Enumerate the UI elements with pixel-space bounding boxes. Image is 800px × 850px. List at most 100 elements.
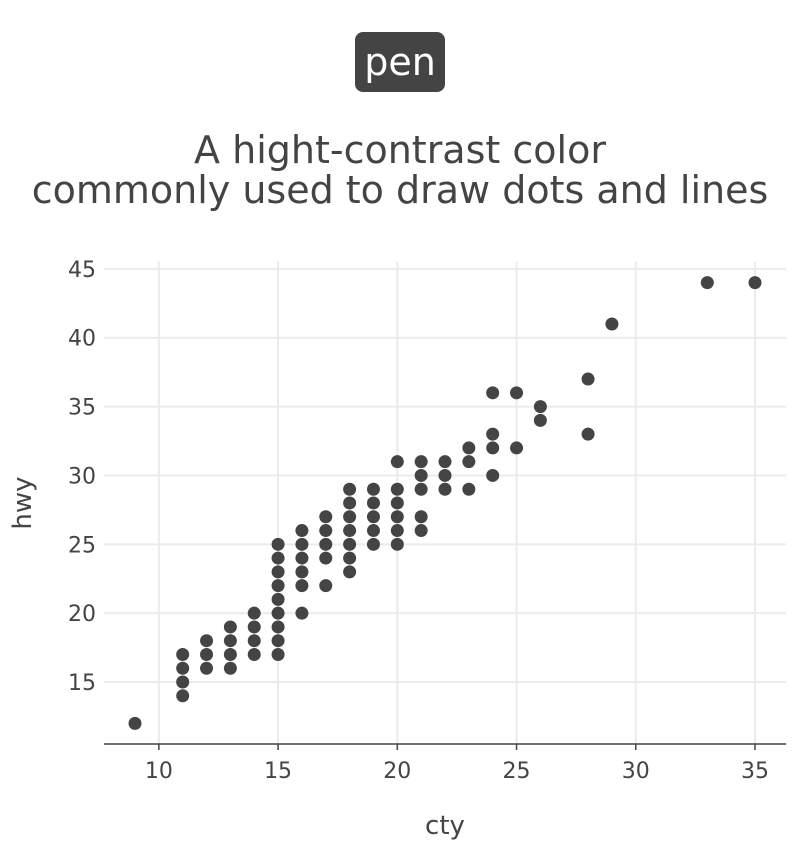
data-point xyxy=(343,537,357,551)
x-tick-label: 10 xyxy=(145,759,173,784)
data-point xyxy=(319,524,333,538)
data-point xyxy=(366,496,380,510)
data-point xyxy=(343,510,357,524)
data-point xyxy=(414,468,428,482)
data-point xyxy=(510,441,524,455)
data-point xyxy=(200,661,214,675)
theme-badge: pen xyxy=(355,32,445,92)
data-point xyxy=(319,510,333,524)
y-tick-label: 20 xyxy=(68,602,96,627)
data-point xyxy=(581,427,595,441)
data-point xyxy=(486,468,500,482)
data-point xyxy=(271,551,285,565)
data-point xyxy=(271,565,285,579)
data-point xyxy=(271,537,285,551)
data-point xyxy=(223,647,237,661)
data-point xyxy=(176,689,190,703)
data-point xyxy=(700,276,714,290)
data-point xyxy=(295,579,309,593)
data-point xyxy=(271,647,285,661)
data-point xyxy=(343,496,357,510)
data-point xyxy=(319,579,333,593)
data-point xyxy=(200,647,214,661)
data-point xyxy=(414,510,428,524)
data-point xyxy=(319,551,333,565)
data-point xyxy=(271,579,285,593)
x-tick-label: 35 xyxy=(741,759,769,784)
theme-badge-label: pen xyxy=(364,40,436,84)
data-point xyxy=(271,592,285,606)
x-tick-label: 25 xyxy=(503,759,531,784)
data-point xyxy=(414,482,428,496)
data-point xyxy=(533,400,547,414)
chart-title-line-1: A hight-contrast color xyxy=(194,128,606,172)
data-point xyxy=(223,634,237,648)
data-point xyxy=(128,716,142,730)
data-point xyxy=(295,524,309,538)
data-point xyxy=(295,537,309,551)
data-point xyxy=(462,441,476,455)
data-point xyxy=(390,537,404,551)
data-point xyxy=(343,565,357,579)
y-axis-label: hwy xyxy=(8,476,38,529)
data-point xyxy=(271,620,285,634)
data-point xyxy=(486,386,500,400)
data-point xyxy=(295,606,309,620)
data-point xyxy=(247,634,261,648)
data-point xyxy=(533,413,547,427)
data-point xyxy=(462,482,476,496)
data-point xyxy=(510,386,524,400)
x-tick-label: 30 xyxy=(622,759,650,784)
y-tick-label: 40 xyxy=(68,327,96,352)
data-point xyxy=(295,551,309,565)
x-tick-label: 15 xyxy=(264,759,292,784)
data-point xyxy=(486,427,500,441)
data-points xyxy=(128,276,762,730)
data-point xyxy=(390,524,404,538)
chart-title: A hight-contrast color commonly used to … xyxy=(0,130,800,210)
data-point xyxy=(390,482,404,496)
data-point xyxy=(343,524,357,538)
data-point xyxy=(176,647,190,661)
data-point xyxy=(271,606,285,620)
data-point xyxy=(295,565,309,579)
data-point xyxy=(390,510,404,524)
data-point xyxy=(390,496,404,510)
y-tick-label: 15 xyxy=(68,671,96,696)
data-point xyxy=(414,455,428,469)
axes xyxy=(104,743,786,750)
data-point xyxy=(748,276,762,290)
data-point xyxy=(176,675,190,689)
grid-lines xyxy=(104,262,786,744)
data-point xyxy=(343,482,357,496)
y-tick-label: 25 xyxy=(68,533,96,558)
data-point xyxy=(247,620,261,634)
data-point xyxy=(223,661,237,675)
x-axis-label: cty xyxy=(425,811,465,841)
data-point xyxy=(319,537,333,551)
data-point xyxy=(390,455,404,469)
data-point xyxy=(438,468,452,482)
data-point xyxy=(366,524,380,538)
data-point xyxy=(271,634,285,648)
data-point xyxy=(366,537,380,551)
data-point xyxy=(462,455,476,469)
data-point xyxy=(200,634,214,648)
data-point xyxy=(438,455,452,469)
data-point xyxy=(486,441,500,455)
data-point xyxy=(414,524,428,538)
y-tick-label: 35 xyxy=(68,396,96,421)
data-point xyxy=(366,510,380,524)
data-point xyxy=(247,647,261,661)
data-point xyxy=(438,482,452,496)
data-point xyxy=(605,317,619,331)
y-tick-label: 45 xyxy=(68,258,96,283)
data-point xyxy=(581,372,595,386)
data-point xyxy=(343,551,357,565)
data-point xyxy=(223,620,237,634)
y-tick-label: 30 xyxy=(68,464,96,489)
data-point xyxy=(366,482,380,496)
data-point xyxy=(247,606,261,620)
tick-labels: 10 15 20 25 30 35 15 20 25 30 35 40 45 xyxy=(68,258,769,784)
